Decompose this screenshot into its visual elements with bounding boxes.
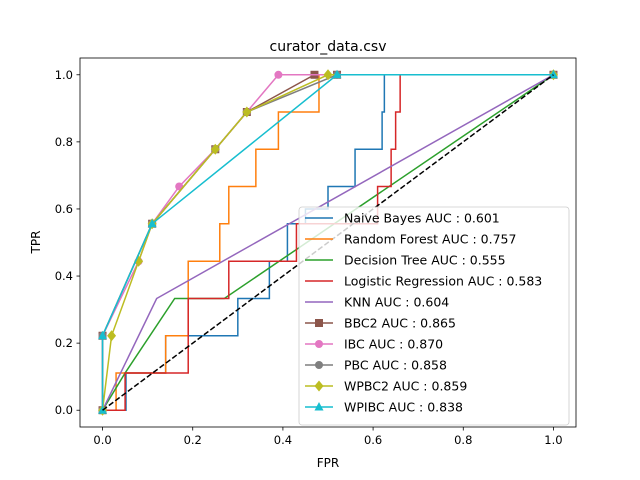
series-line xyxy=(101,74,554,411)
y-tick-label: 0.0 xyxy=(55,403,73,417)
legend-label: Random Forest AUC : 0.757 xyxy=(344,232,516,247)
data-point xyxy=(332,69,342,79)
y-tick-label: 0.2 xyxy=(55,336,73,350)
x-tick-label: 0.4 xyxy=(274,433,292,447)
legend-label: Logistic Regression AUC : 0.583 xyxy=(344,274,542,289)
data-point xyxy=(242,106,252,118)
x-tick-label: 1.0 xyxy=(544,433,562,447)
data-point xyxy=(147,218,157,228)
series-9 xyxy=(98,69,558,414)
y-tick-label: 0.4 xyxy=(55,269,73,283)
x-axis-label: FPR xyxy=(317,456,339,470)
y-tick-label: 0.8 xyxy=(55,135,73,149)
legend-label: BBC2 AUC : 0.865 xyxy=(344,316,456,331)
y-axis-label: TPR xyxy=(29,231,43,255)
series-line xyxy=(101,74,554,411)
legend-label: Decision Tree AUC : 0.555 xyxy=(344,253,506,268)
axes-frame xyxy=(79,57,577,428)
data-point xyxy=(548,69,558,79)
legend-label: KNN AUC : 0.604 xyxy=(344,295,449,310)
legend-label: IBC AUC : 0.870 xyxy=(344,337,443,352)
legend-marker xyxy=(315,319,323,327)
x-tick-label: 0.6 xyxy=(364,433,382,447)
data-point xyxy=(98,330,108,340)
legend-label: WPBC2 AUC : 0.859 xyxy=(344,379,467,394)
legend-marker xyxy=(315,340,323,348)
legend-label: Naive Bayes AUC : 0.601 xyxy=(344,211,500,226)
data-point xyxy=(323,69,333,81)
data-point xyxy=(210,143,220,155)
legend-box xyxy=(298,206,570,426)
chart-title: curator_data.csv xyxy=(270,39,387,55)
y-tick-label: 0.6 xyxy=(55,202,73,216)
data-point xyxy=(274,70,283,79)
x-tick-label: 0.0 xyxy=(93,433,111,447)
series-4 xyxy=(101,74,554,411)
y-tick-label: 1.0 xyxy=(55,68,73,82)
x-tick-label: 0.2 xyxy=(184,433,202,447)
legend-marker xyxy=(314,380,324,392)
legend-marker xyxy=(315,361,323,369)
legend-marker xyxy=(314,402,324,411)
legend: Naive Bayes AUC : 0.601 Random Forest AUC… xyxy=(298,206,570,426)
legend-label: WPIBC AUC : 0.838 xyxy=(344,400,463,415)
x-tick-label: 0.8 xyxy=(454,433,472,447)
legend-label: PBC AUC : 0.858 xyxy=(344,358,447,373)
data-point xyxy=(107,330,117,342)
series-line xyxy=(101,74,554,411)
